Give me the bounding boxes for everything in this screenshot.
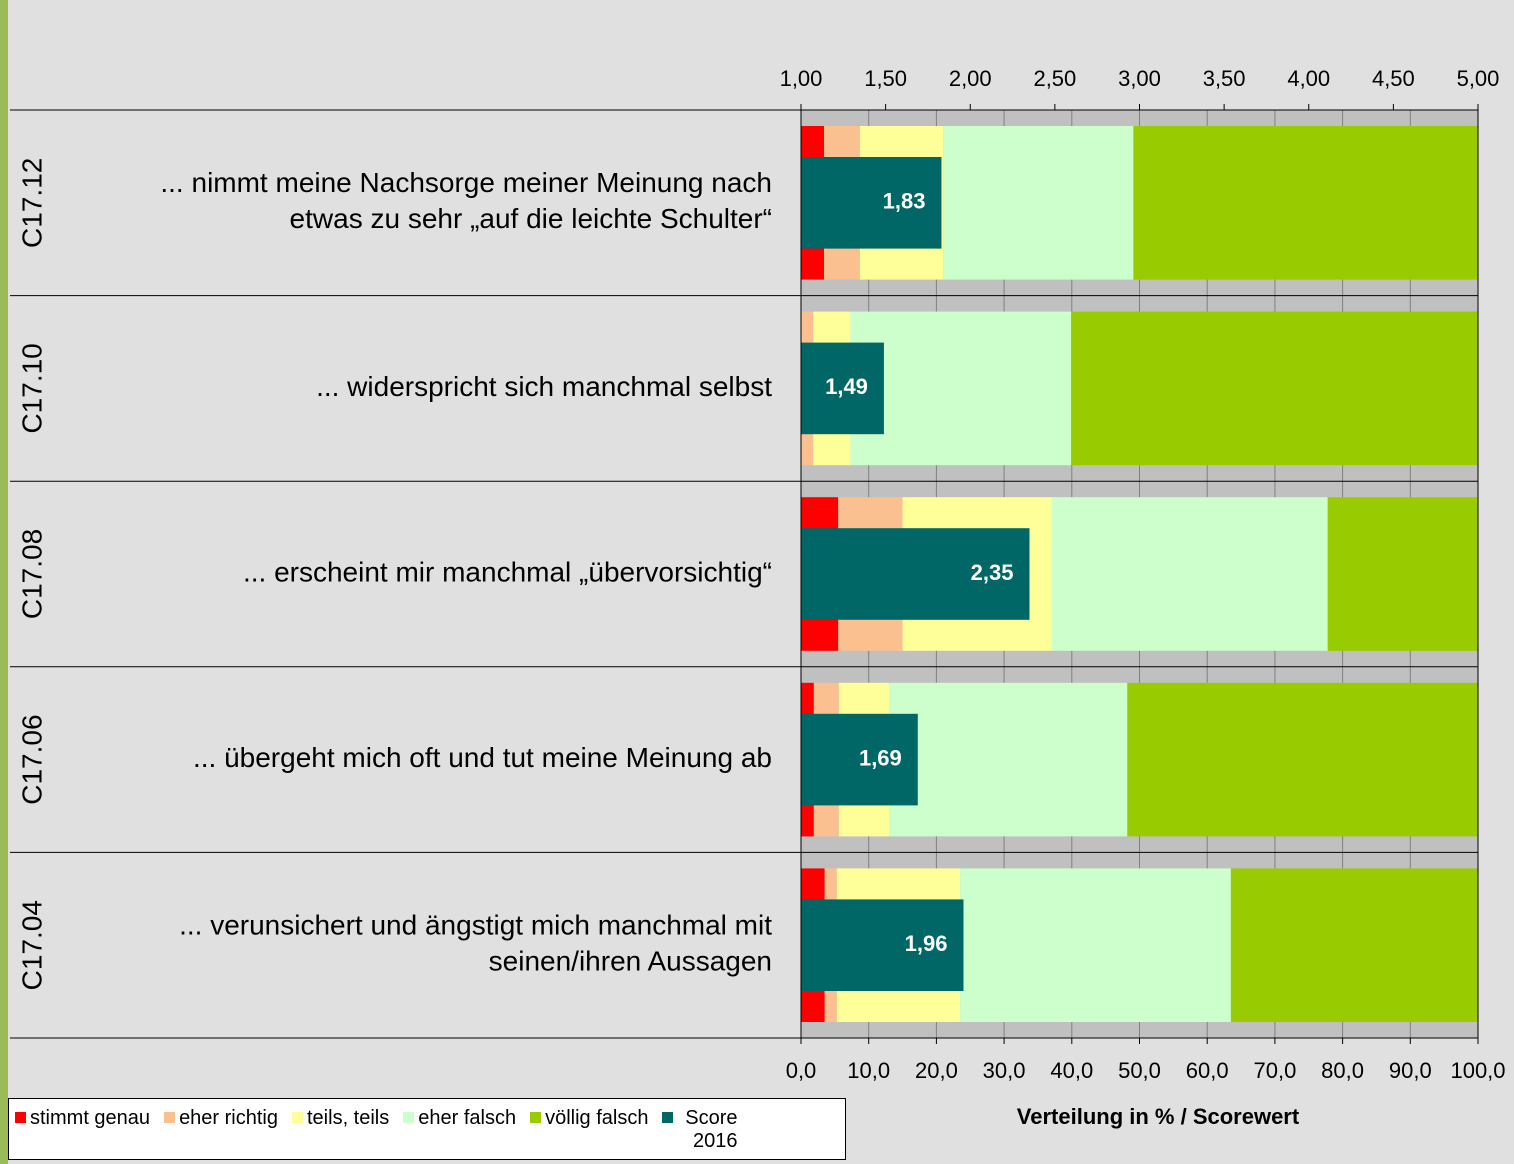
score-bar xyxy=(801,157,942,249)
legend-swatch xyxy=(662,1112,674,1123)
category-label: etwas zu sehr „auf die leichte Schulter“ xyxy=(290,203,772,234)
score-bar xyxy=(801,342,884,435)
score-label: 1,49 xyxy=(825,374,868,399)
x-tick-label: 60,0 xyxy=(1186,1058,1229,1083)
category-label: ... verunsichert und ängstigt mich manch… xyxy=(179,910,772,941)
x-tick-label: 100,0 xyxy=(1450,1058,1505,1083)
legend-swatch xyxy=(15,1112,26,1123)
legend-item: eher richtig xyxy=(164,1107,278,1130)
x-tick-label: 50,0 xyxy=(1118,1058,1161,1083)
legend-item: völlig falsch xyxy=(530,1107,648,1130)
x2-tick-label: 2,50 xyxy=(1033,66,1076,91)
bar-segment xyxy=(1230,868,1478,1022)
legend-swatch xyxy=(403,1112,415,1123)
x2-tick-label: 1,00 xyxy=(780,66,823,91)
bar-segment xyxy=(1327,497,1478,651)
row-code: C17.04 xyxy=(16,900,47,990)
x-tick-label: 40,0 xyxy=(1050,1058,1093,1083)
legend-label: stimmt genau xyxy=(30,1107,151,1129)
x-tick-label: 90,0 xyxy=(1389,1058,1432,1083)
x2-tick-label: 2,00 xyxy=(949,66,992,91)
score-label: 1,83 xyxy=(883,189,926,214)
legend-item: teils, teils xyxy=(292,1107,389,1130)
bar-segment xyxy=(943,126,1134,280)
legend-item: eher falsch xyxy=(403,1107,516,1130)
side-strip xyxy=(0,0,8,1164)
category-label: seinen/ihren Aussagen xyxy=(489,946,772,977)
bar-segment xyxy=(889,682,1128,837)
category-label: ... übergeht mich oft und tut meine Mein… xyxy=(193,742,772,773)
score-label: 2,35 xyxy=(971,560,1014,585)
category-label: ... erscheint mir manchmal „übervorsicht… xyxy=(243,556,772,587)
x-tick-label: 10,0 xyxy=(847,1058,890,1083)
x2-tick-label: 4,50 xyxy=(1372,66,1415,91)
x-axis-title: Verteilung in % / Scorewert xyxy=(1017,1104,1300,1129)
legend-label: Score 2016 xyxy=(685,1107,738,1152)
legend: stimmt genau eher richtig teils, teils eher… xyxy=(8,1098,846,1160)
row-code: C17.12 xyxy=(16,158,47,248)
bar-segment xyxy=(1127,682,1478,837)
x2-tick-label: 3,50 xyxy=(1203,66,1246,91)
x-tick-label: 20,0 xyxy=(915,1058,958,1083)
x2-tick-label: 5,00 xyxy=(1457,66,1500,91)
score-bar xyxy=(801,899,964,991)
x2-tick-label: 3,00 xyxy=(1118,66,1161,91)
x2-tick-label: 4,00 xyxy=(1287,66,1330,91)
x-tick-label: 80,0 xyxy=(1321,1058,1364,1083)
category-label: ... widerspricht sich manchmal selbst xyxy=(316,371,772,402)
row-code: C17.08 xyxy=(16,529,47,619)
legend-label: völlig falsch xyxy=(545,1107,649,1129)
bar-segment xyxy=(1051,497,1328,651)
bar-segment xyxy=(1071,311,1478,466)
score-bar xyxy=(801,528,1030,620)
row-code: C17.06 xyxy=(16,714,47,804)
bar-segment xyxy=(1133,126,1478,280)
legend-label: eher richtig xyxy=(179,1107,278,1129)
legend-item: Score 2016 xyxy=(662,1107,737,1153)
bar-segment xyxy=(850,311,1072,466)
legend-item: stimmt genau xyxy=(15,1107,150,1130)
x-tick-label: 0,0 xyxy=(786,1058,817,1083)
x-tick-label: 30,0 xyxy=(983,1058,1026,1083)
score-bar xyxy=(801,713,918,806)
x2-tick-label: 1,50 xyxy=(864,66,907,91)
category-label: ... nimmt meine Nachsorge meiner Meinung… xyxy=(160,167,772,198)
legend-swatch xyxy=(530,1112,542,1123)
legend-swatch xyxy=(164,1112,176,1123)
legend-swatch xyxy=(292,1112,303,1123)
score-label: 1,69 xyxy=(859,745,902,770)
x-tick-label: 70,0 xyxy=(1253,1058,1296,1083)
row-code: C17.10 xyxy=(16,343,47,433)
score-label: 1,96 xyxy=(905,931,948,956)
bar-segment xyxy=(960,868,1231,1022)
legend-label: teils, teils xyxy=(307,1107,390,1129)
legend-label: eher falsch xyxy=(418,1107,517,1129)
